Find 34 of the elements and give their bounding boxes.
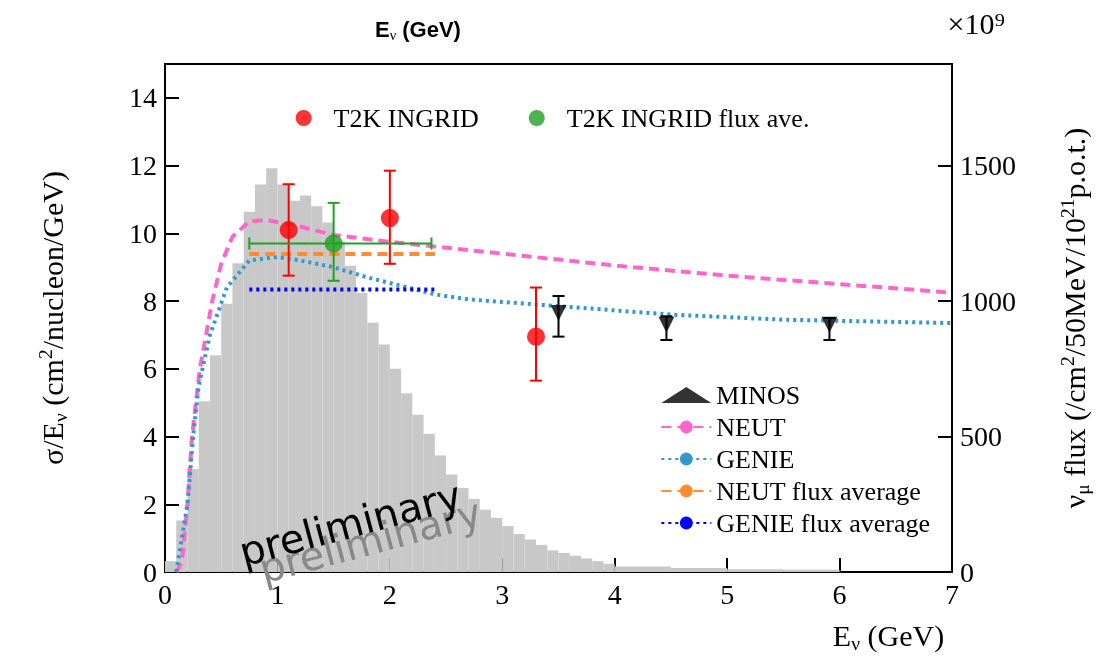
y2-tick-label: 1000 — [960, 285, 1016, 317]
legend-label: GENIE — [716, 444, 795, 474]
x-tick-label: 4 — [607, 578, 622, 610]
y2-tick-label: 500 — [960, 421, 1002, 453]
y-tick-label: 8 — [143, 285, 157, 317]
y2-tick-label: 1500 — [960, 150, 1016, 182]
y-tick-label: 12 — [129, 150, 157, 182]
legend-label: NEUT — [716, 412, 786, 442]
x-tick-label: 7 — [945, 578, 959, 610]
point — [658, 316, 675, 333]
y-tick-label: 6 — [143, 353, 157, 385]
y2-axis-title: νμ flux (/cm2/50MeV/1021p.o.t.) — [1056, 127, 1093, 509]
y-axis-title: σ/Eν (cm2/nucleon/GeV) — [34, 171, 71, 465]
point — [550, 304, 567, 321]
point — [279, 220, 298, 239]
legend-label: NEUT flux average — [716, 476, 921, 506]
y-tick-label: 14 — [129, 82, 157, 114]
point — [527, 327, 546, 346]
text: ×10⁹ — [947, 6, 1006, 40]
y-tick-label: 2 — [143, 488, 157, 520]
y-tick-label: 10 — [129, 217, 157, 249]
legend-label: T2K INGRID flux ave. — [566, 103, 810, 133]
point — [821, 316, 838, 333]
legend-label: T2K INGRID — [333, 103, 479, 133]
legend-label: GENIE flux average — [716, 508, 931, 538]
y-tick-label: 0 — [143, 556, 157, 588]
point — [380, 209, 399, 228]
y2-tick-label: 0 — [960, 556, 974, 588]
x-tick-label: 3 — [495, 578, 510, 610]
y-tick-label: 4 — [143, 421, 157, 453]
legend-label: MINOS — [716, 380, 801, 410]
x-tick-label: 6 — [832, 578, 847, 610]
point — [324, 234, 343, 253]
x-tick-label: 5 — [720, 578, 735, 610]
